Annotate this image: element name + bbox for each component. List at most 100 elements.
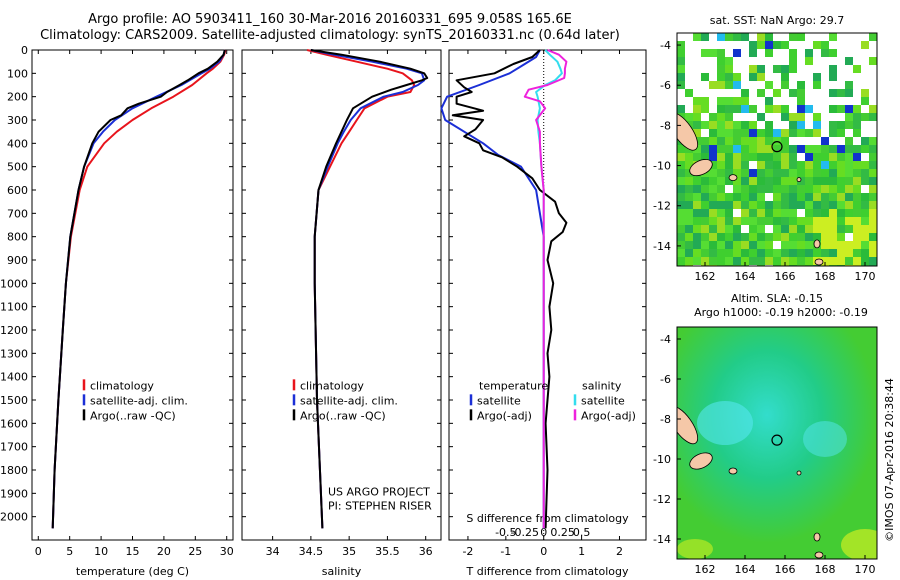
x-tick-label: -1 [500,545,511,558]
map-panel-1: sat. SST: NaN Argo: 29.7 162 164 166 168 170 -… [653,14,878,283]
island-shape [796,177,802,183]
island-shape [813,532,821,542]
y-tick-label: 600 [7,184,28,197]
y-tick-label: -4 [660,39,671,52]
y-tick-label: -4 [660,333,671,346]
y-tick-label: 1800 [0,464,28,477]
island-shape [689,159,713,177]
figure-title-line1: Argo profile: AO 5903411_160 30-Mar-2016… [88,12,572,27]
island-shape [796,470,802,476]
credit-note: PI: STEPHEN RISER [328,500,432,513]
y-tick-label: -8 [660,413,671,426]
x-tick-label: 34.5 [299,545,324,558]
x2-tick-label: 0.25 [550,526,575,539]
y-tick-label: -10 [653,453,671,466]
y-tick-label: 1200 [0,324,28,337]
x-tick-label: 162 [695,563,716,576]
y-tick-label: -10 [653,160,671,173]
x-tick-label: 170 [855,563,876,576]
x2-axis-label: S difference from climatology [466,512,629,525]
y-tick-label: 1700 [0,441,28,454]
x-tick-label: 20 [157,545,171,558]
island-shape [677,405,699,445]
series-line-2 [451,49,568,529]
y-tick-label: 1500 [0,394,28,407]
x-tick-label: 30 [220,545,234,558]
map-frame [676,326,878,560]
y-tick-label: -8 [660,119,671,132]
x-tick-label: 0 [540,545,547,558]
y-tick-label: 100 [7,67,28,80]
x2-tick-label: 0 [540,526,547,539]
y-tick-label: -12 [653,200,671,213]
island-shape [728,467,738,475]
island-shape [689,452,713,470]
island-shape [728,174,738,182]
x-tick-label: 168 [815,270,836,283]
island-shape [814,551,824,559]
legend-label: Argo(..raw -QC) [90,409,176,422]
legend-label: climatology [300,379,364,392]
legend-label: satellite-adj. clim. [90,394,188,407]
x-tick-label: 166 [775,270,796,283]
island-shape [814,258,824,266]
y-tick-label: 300 [7,114,28,127]
y-tick-label: 500 [7,161,28,174]
legend-label: Argo(-adj) [477,409,532,422]
legend-label: climatology [90,379,154,392]
x-axis-label: T difference from climatology [466,565,629,578]
map-title: sat. SST: NaN Argo: 29.7 [710,14,844,27]
y-tick-label: 1000 [0,277,28,290]
y-tick-label: 700 [7,207,28,220]
island-shape [677,112,699,151]
x-tick-label: 34 [266,545,280,558]
legend-label: satellite [581,394,625,407]
x2-tick-label: -0.25 [511,526,539,539]
y-tick-label: 1300 [0,347,28,360]
x-tick-label: 25 [188,545,202,558]
y-tick-label: 1400 [0,371,28,384]
axes-box [241,49,442,541]
y-tick-label: -6 [660,79,671,92]
x-tick-label: 0 [35,545,42,558]
legend-header: temperature [479,379,548,392]
credit-timestamp: ©IMOS 07-Apr-2016 20:38:44 [883,378,896,542]
map-title: Altim. SLA: -0.15 [731,292,823,305]
x2-tick-label: 0.5 [573,526,591,539]
axes-box [31,49,234,541]
series-line-3 [51,49,226,529]
y-tick-label: 0 [21,44,28,57]
x2-tick-label: -0.5 [495,526,516,539]
x-tick-label: 166 [775,563,796,576]
argo-position-marker [771,141,783,153]
y-tick-label: 2000 [0,511,28,524]
x-tick-label: 15 [126,545,140,558]
island-shape [813,239,821,249]
x-tick-label: 164 [735,563,756,576]
x-axis-label: temperature (deg C) [76,565,189,578]
y-tick-label: 1600 [0,417,28,430]
map-field [677,327,877,559]
profile-panel-2: 34 34.5 35 35.5 36 salinity climatology satelli… [241,49,442,578]
profile-panel-1: 0100200300400500600700800900100011001200… [0,44,234,578]
y-tick-label: -12 [653,493,671,506]
x-tick-label: 164 [735,270,756,283]
figure-title-line2: Climatology: CARS2009. Satellite-adjuste… [40,28,620,43]
legend-label: satellite [477,394,521,407]
y-tick-label: 900 [7,254,28,267]
x-tick-label: 1 [578,545,585,558]
x-tick-label: 36 [419,545,433,558]
x-tick-label: 10 [94,545,108,558]
x-tick-label: 35 [342,545,356,558]
y-tick-label: -14 [653,533,671,546]
x-tick-label: 168 [815,563,836,576]
x-tick-label: 35.5 [375,545,400,558]
profile-panel-3: -2 -1 0 1 2 T difference from climatology -0.5… [440,49,647,578]
map-frame [676,32,878,267]
series-line-4 [523,49,568,529]
y-tick-label: -14 [653,240,671,253]
y-tick-label: -6 [660,373,671,386]
y-tick-label: 400 [7,137,28,150]
